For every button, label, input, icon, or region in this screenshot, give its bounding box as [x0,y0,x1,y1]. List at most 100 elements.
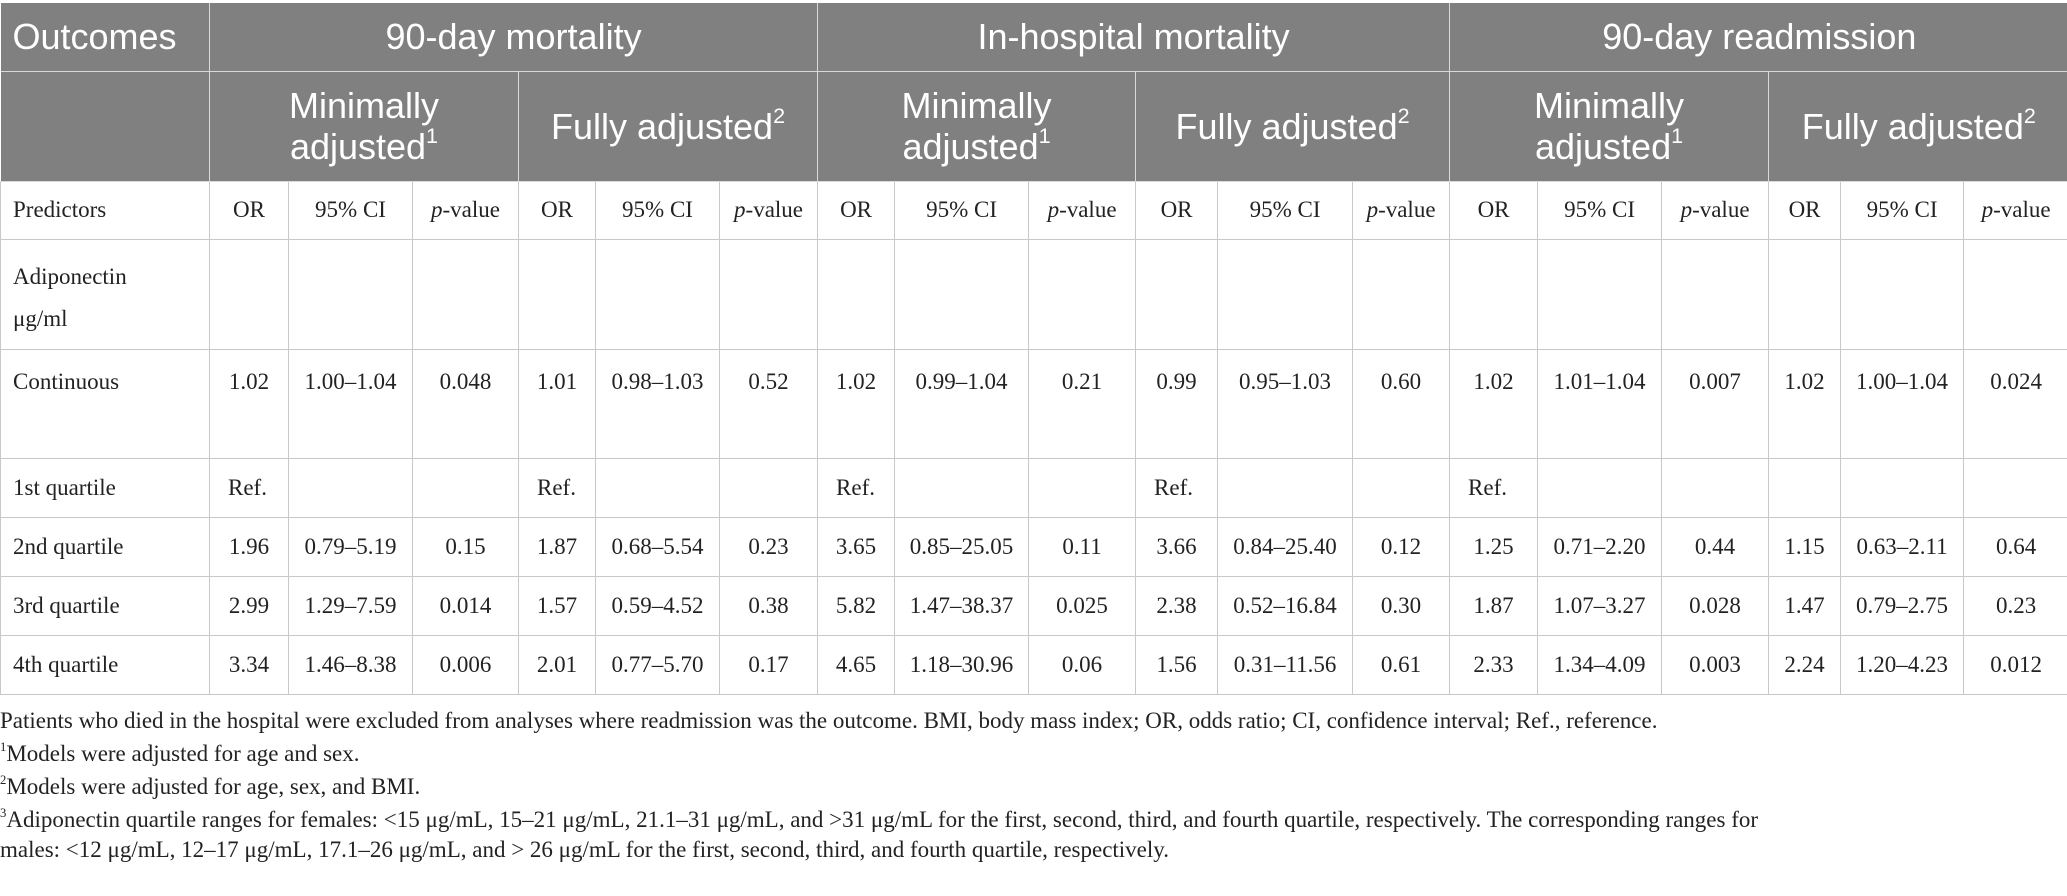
table-cell [1352,458,1451,518]
table-cell: 0.014 [412,576,519,636]
or-col-header: OR [1135,181,1219,240]
table-cell: 2.33 [1449,635,1539,695]
table-cell: 1.87 [518,517,596,577]
minimally-adjusted-header: Minimally adjusted1 [209,71,519,182]
table-cell: 0.64 [1963,517,2067,577]
table-cell [595,458,720,518]
table-cell: 3.66 [1135,517,1219,577]
row-label: 3rd quartile [0,576,210,636]
table-cell: 1.20–4.23 [1840,635,1965,695]
table-cell: 0.11 [1028,517,1137,577]
results-table-container: Outcomes 90-day mortality In-hospital mo… [0,3,2067,695]
table-cell: 3.65 [817,517,896,577]
table-cell: 2.01 [518,635,596,695]
p-value-col-header: p-value [1352,181,1451,240]
table-cell: Ref. [518,458,596,518]
table-cell: 0.79–2.75 [1840,576,1965,636]
table-cell: 0.52–16.84 [1217,576,1354,636]
table-row: 1st quartile Ref. Ref. Ref. Ref. Ref. [0,458,2067,518]
results-table: Outcomes 90-day mortality In-hospital mo… [0,3,2067,695]
footnote-3: 3Adiponectin quartile ranges for females… [0,805,1759,862]
table-cell [1963,458,2067,518]
ci-col-header: 95% CI [595,181,720,240]
table-cell: 1.02 [817,349,896,459]
empty-cell [1028,239,1137,350]
table-cell [1537,458,1663,518]
table-row: 3rd quartile 2.99 1.29–7.59 0.014 1.57 0.59–4… [0,576,2067,636]
table-cell: 0.30 [1352,576,1451,636]
header-row-outcomes: Outcomes 90-day mortality In-hospital mo… [0,3,2067,72]
table-cell: 1.47 [1768,576,1842,636]
table-cell [1217,458,1354,518]
table-cell: 0.31–11.56 [1217,635,1354,695]
empty-cell [209,239,289,350]
table-cell: 0.68–5.54 [595,517,720,577]
table-cell: 1.34–4.09 [1537,635,1663,695]
table-cell: 1.87 [1449,576,1539,636]
predictors-label: Predictors [0,181,210,240]
adiponectin-label: Adiponectin μg/ml [0,239,210,350]
empty-cell [894,239,1030,350]
table-cell [412,458,519,518]
ci-col-header: 95% CI [288,181,413,240]
group-header-in-hospital-mortality: In-hospital mortality [817,3,1451,72]
table-cell: 0.012 [1963,635,2067,695]
empty-cell [1135,239,1219,350]
table-cell: 0.79–5.19 [288,517,413,577]
table-cell: 0.44 [1661,517,1770,577]
p-value-col-header: p-value [1028,181,1137,240]
table-cell: 1.01 [518,349,596,459]
minimally-adjusted-header: Minimally adjusted1 [817,71,1137,182]
table-cell: 0.003 [1661,635,1770,695]
p-value-col-header: p-value [719,181,819,240]
table-cell: 1.46–8.38 [288,635,413,695]
table-cell: 0.17 [719,635,819,695]
table-cell: 0.23 [719,517,819,577]
table-cell: 0.15 [412,517,519,577]
table-cell: Ref. [817,458,896,518]
table-cell: 0.007 [1661,349,1770,459]
table-cell [719,458,819,518]
table-cell: 1.00–1.04 [1840,349,1965,459]
header-row-adjustment: Minimally adjusted1 Fully adjusted2 Minim… [0,71,2067,182]
empty-cell [1352,239,1451,350]
table-cell: 4.65 [817,635,896,695]
table-cell: 0.63–2.11 [1840,517,1965,577]
table-cell: 0.98–1.03 [595,349,720,459]
empty-cell [1840,239,1965,350]
or-col-header: OR [518,181,596,240]
table-cell: 0.23 [1963,576,2067,636]
empty-cell [412,239,519,350]
table-cell: 2.24 [1768,635,1842,695]
table-cell: 1.47–38.37 [894,576,1030,636]
table-cell: 0.77–5.70 [595,635,720,695]
table-cell: 1.15 [1768,517,1842,577]
table-cell: 0.028 [1661,576,1770,636]
or-col-header: OR [1768,181,1842,240]
table-cell: 2.38 [1135,576,1219,636]
empty-cell [817,239,896,350]
table-cell [894,458,1030,518]
minimally-adjusted-header: Minimally adjusted1 [1449,71,1770,182]
empty-cell [719,239,819,350]
table-cell: 0.52 [719,349,819,459]
table-cell: 2.99 [209,576,289,636]
empty-cell [595,239,720,350]
table-cell: 3.34 [209,635,289,695]
ci-col-header: 95% CI [1537,181,1663,240]
row-label: 4th quartile [0,635,210,695]
table-cell [1661,458,1770,518]
table-cell: 0.024 [1963,349,2067,459]
table-cell: 1.18–30.96 [894,635,1030,695]
predictors-row: Predictors OR 95% CI p-value OR 95% CI p-valu… [0,181,2067,240]
fully-adjusted-header: Fully adjusted2 [518,71,819,182]
table-cell: 5.82 [817,576,896,636]
or-col-header: OR [1449,181,1539,240]
p-value-col-header: p-value [1963,181,2067,240]
footnote-main: Patients who died in the hospital were e… [0,708,1658,733]
ci-col-header: 95% CI [1217,181,1354,240]
table-cell: 0.12 [1352,517,1451,577]
row-label: Continuous [0,349,210,459]
table-cell: 0.60 [1352,349,1451,459]
ci-col-header: 95% CI [894,181,1030,240]
